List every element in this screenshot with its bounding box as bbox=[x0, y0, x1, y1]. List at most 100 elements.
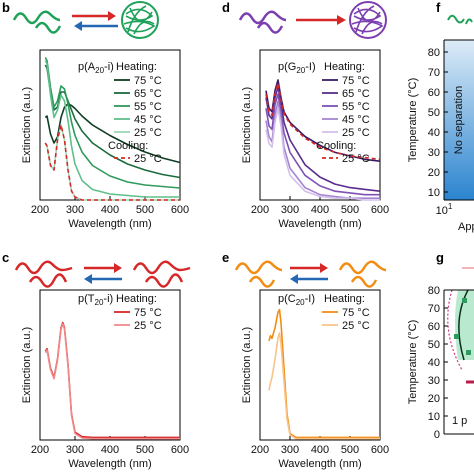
aggregate-icon bbox=[349, 1, 387, 39]
series-line-heating-25 bbox=[265, 107, 380, 201]
y-tick-label: 80 bbox=[428, 285, 440, 297]
legend-entry: 45 °C bbox=[134, 114, 162, 126]
panel-f-phase-diagram: No separation Temperature (°C) 10 20 30 40 5… bbox=[407, 39, 474, 233]
x-axis-label-partial-f: App bbox=[458, 221, 474, 233]
polymer-name: p(G20-I) bbox=[278, 61, 316, 75]
y-tick-label: 30 bbox=[428, 375, 440, 387]
panel-label-b: b bbox=[2, 0, 10, 15]
x-tick-label: 300 bbox=[281, 204, 299, 216]
panel-d-spectra: 200 300 400 500 600 Wavelength (nm) Extinction… bbox=[241, 49, 389, 230]
schematic-f bbox=[447, 14, 473, 25]
panel-label-e: e bbox=[222, 250, 229, 265]
legend-entry: 25 °C bbox=[134, 127, 162, 139]
series-line-heating-55 bbox=[44, 57, 181, 189]
legend-entry: 75 °C bbox=[342, 307, 370, 319]
x-tick-label: 300 bbox=[66, 444, 84, 456]
x-tick-label: 500 bbox=[341, 204, 359, 216]
panel-c-spectra: 200 300 400 500 600 Wavelength (nm) Extinction… bbox=[21, 289, 189, 470]
legend-entry: 45 °C bbox=[342, 114, 370, 126]
schematic-c bbox=[14, 260, 191, 288]
legend-entry: 75 °C bbox=[134, 307, 162, 319]
legend-entry: 75 °C bbox=[342, 75, 370, 87]
partial-label-g: 1 p bbox=[452, 415, 467, 427]
no-separation-region bbox=[444, 40, 474, 200]
y-axis-label: Extinction (a.u.) bbox=[21, 327, 33, 403]
y-tick-label: 0 bbox=[434, 429, 440, 441]
schematic-e bbox=[234, 260, 387, 288]
y-tick-label: 10 bbox=[428, 411, 440, 423]
y-axis-label: Extinction (a.u.) bbox=[241, 327, 253, 403]
x-tick-label: 300 bbox=[281, 444, 299, 456]
panel-e-spectra: 200 300 400 500 600 Wavelength (nm) Extinction… bbox=[241, 289, 389, 470]
x-axis-label: Wavelength (nm) bbox=[278, 458, 361, 470]
strand-icon bbox=[238, 10, 287, 25]
series-line-heating-25 bbox=[44, 323, 180, 440]
x-tick-label: 500 bbox=[136, 204, 154, 216]
legend-entry: 25 °C bbox=[134, 320, 162, 332]
legend-entry: 25 °C bbox=[342, 127, 370, 139]
legend-entry: 25 °C bbox=[342, 153, 370, 165]
x-tick-label: 600 bbox=[371, 444, 389, 456]
no-separation-label: No separation bbox=[453, 86, 465, 155]
y-tick-label: 20 bbox=[428, 167, 440, 179]
x-tick-label: 400 bbox=[311, 204, 329, 216]
panel-label-f: f bbox=[436, 0, 441, 15]
y-tick-label: 80 bbox=[428, 47, 440, 59]
legend-entry: 55 °C bbox=[134, 101, 162, 113]
legend-entry: 65 °C bbox=[134, 88, 162, 100]
x-axis-label: Wavelength (nm) bbox=[68, 458, 151, 470]
panel-label-c: c bbox=[2, 250, 9, 265]
y-tick-label: 20 bbox=[428, 393, 440, 405]
strand-icon bbox=[34, 21, 62, 34]
strand-icon bbox=[14, 260, 73, 275]
x-tick-label-f: 101 bbox=[436, 202, 453, 217]
data-point bbox=[462, 298, 467, 303]
polymer-name: p(A20-i) bbox=[78, 61, 114, 75]
series-line-cooling-25 bbox=[44, 124, 180, 201]
legend-entry: 25 °C bbox=[342, 320, 370, 332]
y-tick-label: 10 bbox=[428, 187, 440, 199]
y-tick-label: 50 bbox=[428, 339, 440, 351]
x-tick-label: 500 bbox=[136, 444, 154, 456]
y-axis-label: Extinction (a.u.) bbox=[21, 87, 33, 163]
strand-icon bbox=[12, 10, 61, 25]
strand-icon bbox=[132, 260, 191, 275]
y-tick-label: 30 bbox=[428, 147, 440, 159]
x-tick-label: 400 bbox=[101, 444, 119, 456]
panel-g-phase-diagram: Temperature (°C) 0 10 20 30 40 50 60 70 80 1 p bbox=[407, 285, 474, 441]
x-tick-label: 600 bbox=[171, 204, 189, 216]
legend-entry: 25 °C bbox=[134, 153, 162, 165]
schematic-b bbox=[12, 1, 159, 39]
y-tick-label: 60 bbox=[428, 321, 440, 333]
y-axis-label-g: Temperature (°C) bbox=[407, 320, 419, 404]
panel-b-spectra: 200 300 400 500 600 Wavelength (nm) Extinction… bbox=[21, 49, 189, 230]
x-tick-label: 600 bbox=[371, 204, 389, 216]
y-axis-label-f: Temperature (°C) bbox=[407, 78, 419, 162]
panel-label-d: d bbox=[222, 0, 230, 15]
strand-icon bbox=[234, 260, 283, 275]
schematic-d bbox=[238, 1, 387, 39]
strand-icon bbox=[350, 275, 378, 288]
series-line-cooling-25 bbox=[265, 82, 381, 161]
polymer-name: p(T20-i) bbox=[78, 293, 113, 307]
strand-icon bbox=[248, 275, 276, 288]
legend-entry: 55 °C bbox=[342, 101, 370, 113]
strand-icon bbox=[338, 260, 387, 275]
data-point bbox=[466, 350, 471, 355]
legend-heading-heating: Heating: bbox=[116, 293, 157, 305]
strand-icon bbox=[256, 21, 284, 34]
series-line-heating-45 bbox=[44, 60, 180, 198]
legend-heading-heating: Heating: bbox=[324, 293, 365, 305]
y-tick-label: 60 bbox=[428, 87, 440, 99]
strand-icon bbox=[144, 273, 184, 288]
x-tick-label: 200 bbox=[251, 204, 269, 216]
y-tick-label: 40 bbox=[428, 357, 440, 369]
x-tick-label: 600 bbox=[171, 444, 189, 456]
series-line-heating-25 bbox=[268, 332, 380, 440]
series-line-heating-75 bbox=[268, 308, 380, 439]
y-axis-label: Extinction (a.u.) bbox=[241, 87, 253, 163]
aggregate-icon bbox=[121, 1, 159, 39]
x-tick-label: 200 bbox=[31, 444, 49, 456]
legend-heading-cooling: Cooling: bbox=[316, 140, 356, 152]
phase-boundary-dotted bbox=[447, 290, 463, 371]
